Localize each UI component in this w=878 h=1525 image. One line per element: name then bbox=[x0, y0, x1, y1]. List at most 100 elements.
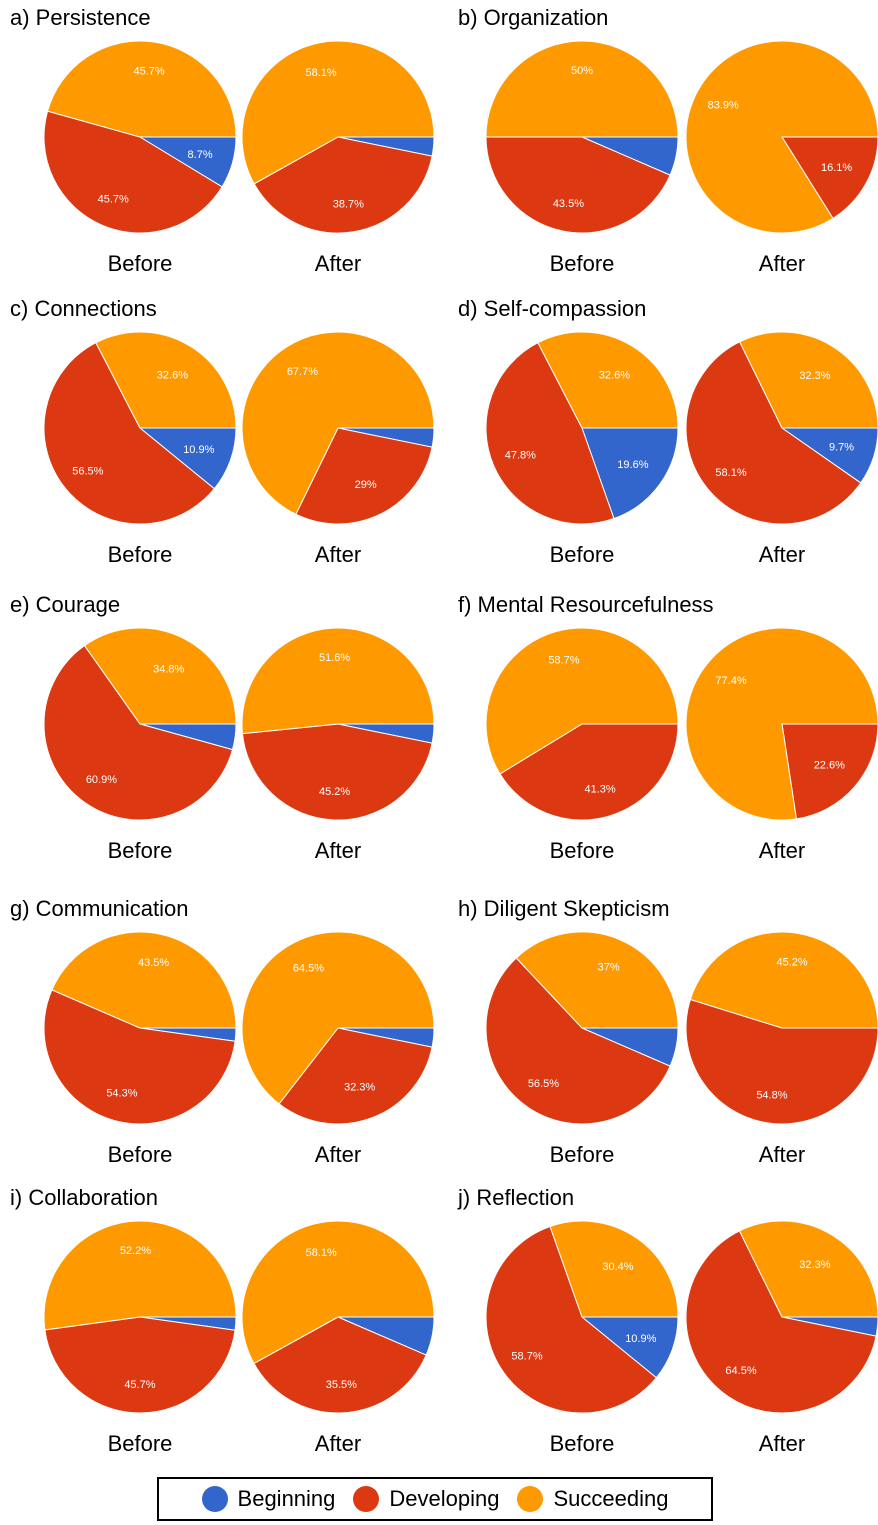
slice-label-developing: 54.8% bbox=[756, 1089, 787, 1101]
pie-slice-succeeding bbox=[738, 1220, 878, 1318]
slice-label-developing: 29% bbox=[355, 479, 377, 491]
slice-label-succeeding: 83.9% bbox=[708, 99, 739, 111]
pie-slice-developing bbox=[44, 1316, 236, 1414]
slice-label-succeeding: 45.2% bbox=[776, 957, 807, 969]
slice-label-succeeding: 64.5% bbox=[293, 963, 324, 975]
chart-title-organization: b) Organization bbox=[458, 5, 609, 30]
slice-label-developing: 54.3% bbox=[106, 1088, 137, 1100]
pie-slice-developing bbox=[485, 1225, 658, 1414]
pie-slice-developing bbox=[485, 342, 615, 525]
pie-slice-developing bbox=[685, 998, 878, 1125]
pie-slice-succeeding bbox=[485, 40, 679, 138]
slice-label-developing: 60.9% bbox=[86, 774, 117, 786]
pie-caption-after: After bbox=[314, 251, 362, 276]
slice-label-succeeding: 45.7% bbox=[133, 65, 164, 77]
chart-title-collaboration: i) Collaboration bbox=[10, 1185, 158, 1210]
pie-courage-before: 60.9% 34.8% bbox=[43, 627, 237, 821]
pie-caption-before: Before bbox=[107, 542, 173, 567]
pie-slice-developing bbox=[685, 1230, 877, 1414]
pie-slice-developing bbox=[499, 723, 679, 821]
slice-label-beginning: 9.7% bbox=[829, 442, 854, 454]
legend-swatch-developing bbox=[353, 1486, 380, 1512]
slice-label-succeeding: 67.7% bbox=[287, 366, 318, 378]
legend-label-succeeding: Succeeding bbox=[553, 1486, 669, 1511]
slice-label-developing: 35.5% bbox=[326, 1379, 357, 1391]
pie-caption-before: Before bbox=[549, 838, 615, 863]
slice-label-succeeding: 58.7% bbox=[548, 654, 579, 666]
pie-slice-succeeding bbox=[549, 1220, 679, 1318]
pie-slice-succeeding bbox=[241, 331, 435, 515]
pie-caption-before: Before bbox=[549, 542, 615, 567]
pie-slice-succeeding bbox=[241, 40, 435, 185]
pie-slice-developing bbox=[295, 427, 433, 525]
pie-organization-after: 16.1% 83.9% bbox=[685, 40, 878, 234]
slice-label-beginning: 8.7% bbox=[188, 149, 213, 161]
pie-slice-developing bbox=[43, 342, 216, 525]
chart-title-communication: g) Communication bbox=[10, 896, 189, 921]
chart-title-reflection: j) Reflection bbox=[458, 1185, 575, 1210]
pie-diligent-skepticism-after: 54.8% 45.2% bbox=[685, 931, 878, 1125]
slice-label-succeeding: 51.6% bbox=[319, 652, 350, 664]
pie-mental-resourcefulness-before: 41.3% 58.7% bbox=[485, 627, 679, 821]
slice-label-succeeding: 77.4% bbox=[715, 675, 746, 687]
slice-label-developing: 56.5% bbox=[72, 465, 103, 477]
pie-slice-succeeding bbox=[241, 1220, 435, 1365]
slice-label-developing: 45.7% bbox=[98, 194, 129, 206]
slice-label-developing: 22.6% bbox=[814, 760, 845, 772]
pie-slice-succeeding bbox=[689, 931, 878, 1029]
slice-label-developing: 58.7% bbox=[511, 1351, 542, 1363]
pie-caption-after: After bbox=[758, 251, 806, 276]
slice-label-succeeding: 58.1% bbox=[306, 1247, 337, 1259]
pie-connections-after: 29% 67.7% bbox=[241, 331, 435, 525]
pie-slice-succeeding bbox=[51, 931, 237, 1029]
slice-label-developing: 43.5% bbox=[553, 198, 584, 210]
chart-title-self-compassion: d) Self-compassion bbox=[458, 296, 647, 321]
pie-slice-developing bbox=[43, 110, 223, 234]
pie-slice-succeeding bbox=[685, 40, 878, 234]
pie-caption-before: Before bbox=[107, 251, 173, 276]
pie-communication-after: 32.3% 64.5% bbox=[241, 931, 435, 1125]
legend-item-succeeding: Succeeding bbox=[517, 1486, 668, 1512]
pie-slice-developing bbox=[781, 723, 878, 820]
pie-collaboration-after: 35.5% 58.1% bbox=[241, 1220, 435, 1414]
slice-label-succeeding: 50% bbox=[571, 65, 593, 77]
pie-slice-developing bbox=[485, 957, 671, 1125]
pie-mental-resourcefulness-after: 22.6% 77.4% bbox=[685, 627, 878, 821]
chart-title-diligent-skepticism: h) Diligent Skepticism bbox=[458, 896, 670, 921]
slice-label-succeeding: 37% bbox=[598, 961, 620, 973]
pie-slice-succeeding bbox=[739, 331, 878, 429]
pie-slice-succeeding bbox=[46, 40, 237, 138]
pie-caption-after: After bbox=[314, 838, 362, 863]
pie-slice-succeeding bbox=[83, 627, 237, 725]
pie-slice-developing bbox=[43, 989, 236, 1125]
slice-label-developing: 41.3% bbox=[584, 784, 615, 796]
slice-label-succeeding: 52.2% bbox=[120, 1245, 151, 1257]
pie-reflection-before: 10.9% 58.7% 30.4% bbox=[485, 1220, 679, 1414]
pie-reflection-after: 64.5% 32.3% bbox=[685, 1220, 878, 1414]
pie-caption-after: After bbox=[314, 542, 362, 567]
pie-slice-succeeding bbox=[95, 331, 237, 429]
pie-slice-beginning bbox=[138, 427, 237, 490]
pie-slice-succeeding bbox=[43, 1220, 237, 1331]
legend-swatch-beginning bbox=[201, 1486, 228, 1512]
slice-label-developing: 47.8% bbox=[505, 450, 536, 462]
chart-title-connections: c) Connections bbox=[10, 296, 157, 321]
pie-slice-succeeding bbox=[241, 931, 435, 1105]
slice-label-succeeding: 58.1% bbox=[305, 67, 336, 79]
pie-caption-before: Before bbox=[549, 1142, 615, 1167]
pie-slice-developing bbox=[278, 1027, 433, 1125]
pie-slice-developing bbox=[253, 1316, 427, 1414]
legend-item-developing: Developing bbox=[353, 1486, 499, 1512]
slice-label-succeeding: 32.3% bbox=[799, 1259, 830, 1271]
pie-slice-succeeding bbox=[515, 931, 679, 1029]
pie-caption-after: After bbox=[758, 838, 806, 863]
slice-label-developing: 16.1% bbox=[821, 162, 852, 174]
pie-organization-before: 43.5% 50% bbox=[485, 40, 679, 234]
slice-label-succeeding: 32.6% bbox=[599, 370, 630, 382]
chart-title-courage: e) Courage bbox=[10, 592, 121, 617]
pie-self-compassion-before: 19.6% 47.8% 32.6% bbox=[485, 331, 679, 525]
slice-label-succeeding: 32.6% bbox=[157, 370, 188, 382]
pie-slice-developing bbox=[685, 341, 862, 525]
slice-label-succeeding: 30.4% bbox=[602, 1261, 633, 1273]
